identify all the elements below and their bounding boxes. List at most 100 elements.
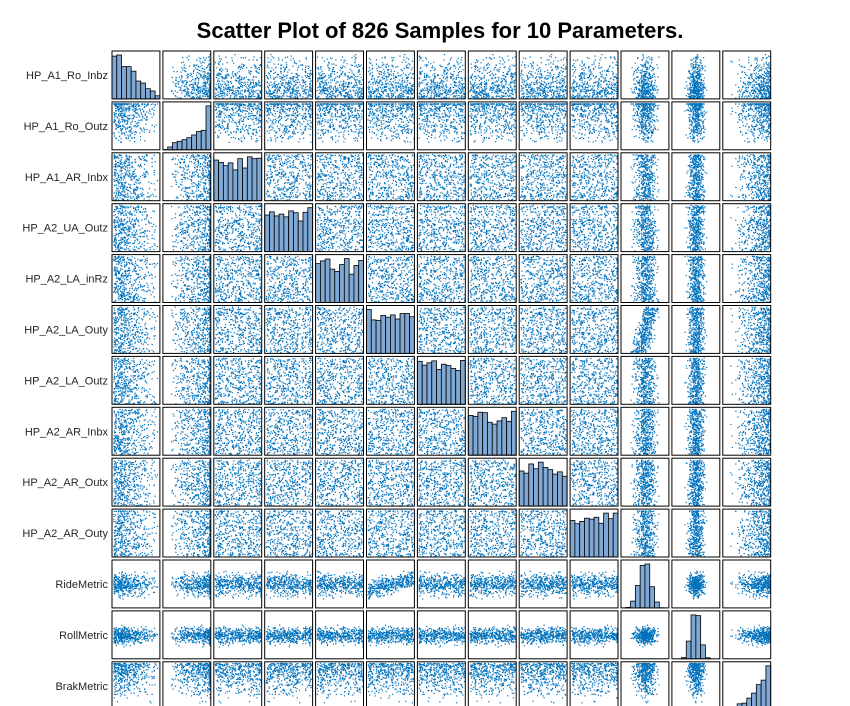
point	[372, 75, 373, 76]
hist-bar-HP_A1_Ro_Inbz-8	[150, 91, 155, 99]
point	[386, 78, 387, 79]
point	[196, 84, 197, 85]
point	[369, 93, 370, 94]
point	[387, 64, 388, 65]
point	[279, 86, 280, 87]
point	[267, 66, 268, 67]
point	[392, 65, 393, 66]
point	[252, 86, 253, 87]
point	[273, 73, 274, 74]
point	[257, 95, 258, 96]
point	[286, 77, 287, 78]
point	[218, 96, 219, 97]
point	[318, 87, 319, 88]
point	[308, 68, 309, 69]
point	[307, 76, 308, 77]
point	[175, 85, 176, 86]
point	[384, 90, 385, 91]
point	[274, 86, 275, 87]
hist-bar-HP_A1_Ro_Inbz-5	[136, 81, 141, 99]
point	[331, 58, 332, 59]
point	[216, 74, 217, 75]
point	[259, 86, 260, 87]
point	[251, 89, 252, 90]
point	[230, 87, 231, 88]
point	[393, 57, 394, 58]
point	[228, 82, 229, 83]
point	[256, 71, 257, 72]
point	[260, 57, 261, 58]
point	[357, 79, 358, 80]
point	[297, 82, 298, 83]
point	[404, 54, 405, 55]
point	[404, 82, 405, 83]
point	[238, 67, 239, 68]
cell-0-5	[367, 51, 415, 99]
point	[309, 73, 310, 74]
point	[349, 95, 350, 96]
point	[403, 57, 404, 58]
point	[249, 94, 250, 95]
point	[339, 84, 340, 85]
point	[180, 88, 181, 89]
point	[197, 96, 198, 97]
point	[335, 92, 336, 93]
point	[297, 70, 298, 71]
point	[401, 93, 402, 94]
point	[250, 73, 251, 74]
point	[248, 79, 249, 80]
point	[200, 74, 201, 75]
point	[331, 73, 332, 74]
point	[175, 90, 176, 91]
point	[274, 84, 275, 85]
point	[240, 93, 241, 94]
point	[310, 83, 311, 84]
point	[192, 89, 193, 90]
point	[376, 59, 377, 60]
point	[241, 64, 242, 65]
point	[381, 91, 382, 92]
point	[340, 91, 341, 92]
point	[319, 74, 320, 75]
point	[381, 95, 382, 96]
point	[318, 79, 319, 80]
point	[379, 71, 380, 72]
point	[274, 92, 275, 93]
point	[195, 82, 196, 83]
point	[205, 82, 206, 83]
point	[189, 84, 190, 85]
point	[377, 70, 378, 71]
point	[399, 80, 400, 81]
point	[355, 95, 356, 96]
point	[286, 67, 287, 68]
point	[232, 87, 233, 88]
point	[370, 59, 371, 60]
point	[321, 93, 322, 94]
point	[291, 84, 292, 85]
point	[202, 93, 203, 94]
point	[196, 75, 197, 76]
point	[233, 76, 234, 77]
point	[290, 59, 291, 60]
point	[393, 73, 394, 74]
point	[258, 90, 259, 91]
point	[226, 76, 227, 77]
point	[398, 97, 399, 98]
point	[335, 59, 336, 60]
point	[286, 62, 287, 63]
point	[266, 75, 267, 76]
point	[338, 77, 339, 78]
point	[286, 95, 287, 96]
point	[394, 71, 395, 72]
point	[331, 86, 332, 87]
point	[226, 89, 227, 90]
point	[254, 65, 255, 66]
point	[240, 67, 241, 68]
point	[273, 86, 274, 87]
point	[198, 79, 199, 80]
point	[302, 82, 303, 83]
point	[402, 80, 403, 81]
point	[224, 94, 225, 95]
point	[321, 78, 322, 79]
point	[207, 92, 208, 93]
